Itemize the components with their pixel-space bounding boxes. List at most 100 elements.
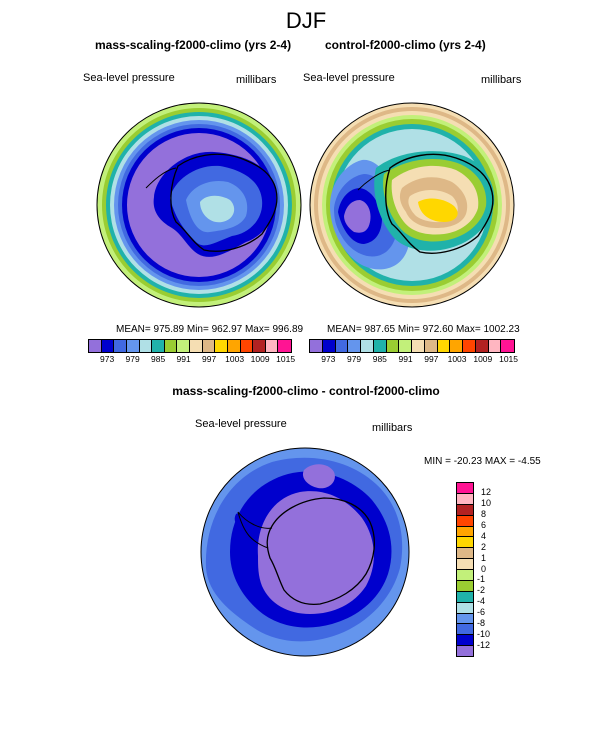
left-colorbar-swatch [265,340,279,352]
diff-colorbar-swatch [457,613,473,625]
left-colorbar-tick-label: 985 [151,354,166,364]
diff-colorbar-tick-label: 4 [481,530,487,541]
diff-colorbar-swatch [457,580,473,592]
diff-units-label: millibars [372,422,413,434]
right-colorbar-swatch [322,340,336,352]
diff-colorbar-swatch [457,548,473,560]
right-colorbar-tick-label: 1009 [473,354,493,364]
right-colorbar [309,339,515,353]
diff-colorbar-tick-label: 2 [481,541,487,552]
left-colorbar [88,339,292,353]
left-colorbar-tick-label: 997 [202,354,217,364]
diff-colorbar-tick-label: -10 [477,629,491,640]
diff-colorbar-tick-label: 1 [481,552,487,563]
right-colorbar-swatch [450,340,463,352]
diff-colorbar [456,482,474,657]
left-colorbar-swatch [89,340,102,352]
left-stats: MEAN= 975.89 Min= 962.97 Max= 996.89 [116,324,304,335]
right-colorbar-swatch [361,340,374,352]
left-colorbar-swatch [126,340,140,352]
left-colorbar-swatch [164,340,178,352]
left-colorbar-swatch [278,340,291,352]
diff-colorbar-swatch [457,591,473,603]
left-colorbar-tick-label: 1003 [225,354,245,364]
right-colorbar-swatch [335,340,349,352]
right-colorbar-tick-label: 979 [346,354,362,364]
left-colorbar-swatch [114,340,127,352]
diff-stats: MIN = -20.23 MAX = -4.55 [424,456,541,467]
left-colorbar-tick-label: 1015 [276,354,296,364]
right-colorbar-swatch [475,340,489,352]
diff-colorbar-swatch [457,504,473,516]
right-polar-map [309,102,515,308]
right-colorbar-swatch [310,340,323,352]
right-colorbar-swatch [412,340,425,352]
diff-colorbar-tick-label: -4 [477,596,486,607]
left-colorbar-swatch [190,340,203,352]
left-variable-label: Sea-level pressure [83,72,175,84]
diff-colorbar-labels: 12 10 8 6 4 2 1 0 -1 -2 -4 -6 -8 -10 -12 [477,482,517,655]
left-colorbar-labels: 973 979 985 991 997 1003 1009 1015 [88,354,296,366]
diff-colorbar-swatch [457,483,473,494]
diff-colorbar-swatch [457,559,473,570]
right-colorbar-swatch [488,340,502,352]
diff-colorbar-tick-label: -2 [477,585,486,596]
right-colorbar-swatch [348,340,361,352]
diff-colorbar-tick-label: 6 [481,519,487,530]
right-colorbar-swatch [424,340,438,352]
diff-polar-map [200,447,410,657]
diff-variable-label: Sea-level pressure [195,418,287,430]
right-variable-label: Sea-level pressure [303,72,395,84]
left-colorbar-swatch [101,340,115,352]
diff-colorbar-tick-label: 8 [481,508,487,519]
right-colorbar-tick-label: 973 [321,354,336,364]
diff-colorbar-swatch [457,526,473,538]
right-colorbar-tick-label: 1003 [447,354,467,364]
diff-colorbar-tick-label: 10 [481,497,492,508]
left-polar-map [96,102,302,308]
right-colorbar-swatch [386,340,400,352]
left-colorbar-swatch [177,340,190,352]
diff-colorbar-tick-label: -12 [477,640,491,651]
season-title: DJF [285,8,327,33]
left-colorbar-tick-label: 979 [125,354,140,364]
left-units-label: millibars [236,74,277,86]
diff-colorbar-tick-label: -1 [477,574,486,585]
left-colorbar-tick-label: 1009 [250,354,270,364]
left-colorbar-swatch [202,340,216,352]
right-colorbar-swatch [463,340,476,352]
left-colorbar-swatch [215,340,228,352]
right-colorbar-tick-label: 997 [424,354,439,364]
left-colorbar-swatch [253,340,266,352]
diff-colorbar-swatch [457,635,473,647]
right-colorbar-swatch [373,340,387,352]
left-colorbar-swatch [227,340,241,352]
diff-colorbar-tick-label: 12 [481,486,492,497]
right-colorbar-swatch [437,340,451,352]
diff-colorbar-swatch [457,646,473,656]
diff-colorbar-swatch [457,493,473,505]
right-colorbar-tick-label: 985 [372,354,387,364]
right-colorbar-swatch [399,340,412,352]
diff-colorbar-swatch [457,624,473,636]
diff-panel-title: mass-scaling-f2000-climo - control-f2000… [172,384,440,398]
right-colorbar-labels: 973 979 985 991 997 1003 1009 1015 [309,354,519,366]
right-stats: MEAN= 987.65 Min= 972.60 Max= 1002.23 [327,324,520,335]
diff-colorbar-tick-label: -6 [477,607,486,618]
diff-colorbar-swatch [457,515,473,527]
right-panel-title: control-f2000-climo (yrs 2-4) [325,38,486,52]
diff-colorbar-tick-label: 0 [481,563,487,574]
right-colorbar-swatch [501,340,514,352]
right-colorbar-tick-label: 991 [398,354,413,364]
left-colorbar-swatch [139,340,153,352]
right-colorbar-tick-label: 1015 [499,354,519,364]
diff-colorbar-tick-label: -8 [477,618,486,629]
diff-colorbar-swatch [457,602,473,614]
left-colorbar-swatch [152,340,165,352]
left-panel-title: mass-scaling-f2000-climo (yrs 2-4) [95,38,292,52]
left-colorbar-tick-label: 991 [176,354,191,364]
diff-colorbar-swatch [457,537,473,549]
left-colorbar-tick-label: 973 [100,354,115,364]
left-colorbar-swatch [240,340,254,352]
diff-colorbar-swatch [457,570,473,581]
